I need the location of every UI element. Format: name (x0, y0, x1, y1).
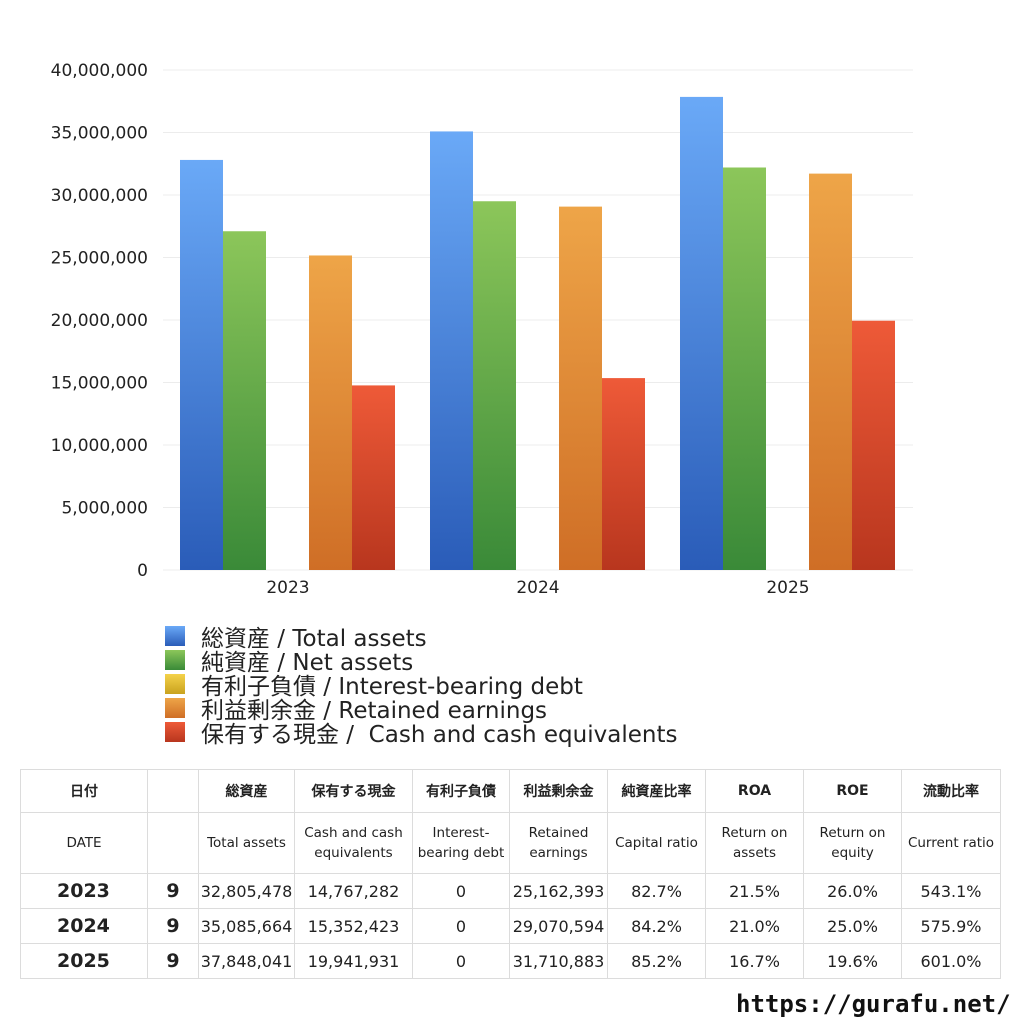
header-cell: DATE (20, 812, 148, 874)
header-cell: Return on equity (803, 812, 902, 874)
y-tick-label: 5,000,000 (61, 499, 148, 519)
header-cell: Interest-bearing debt (412, 812, 510, 874)
y-tick-label: 35,000,000 (51, 124, 148, 144)
legend-label: 有利子負債 / Interest-bearing debt (201, 674, 583, 700)
table-cell: 2024 (20, 908, 148, 944)
table-cell: 16.7% (705, 943, 804, 979)
table-cell: 84.2% (607, 908, 706, 944)
table-cell: 19.6% (803, 943, 902, 979)
table-cell: 31,710,883 (509, 943, 608, 979)
bar-2024-series-4 (602, 378, 645, 570)
bar-2025-series-0 (680, 96, 723, 571)
bar-2023-series-4 (352, 385, 395, 570)
bar-chart: 0 5,000,000 10,000,000 15,000,000 20,000,000… (51, 61, 913, 598)
table-cell: 21.5% (705, 873, 804, 909)
table-header-jp: 日付 総資産 保有する現金 有利子負債 利益剰余金 純資産比率 ROA ROE … (20, 769, 1001, 813)
table-cell: 9 (147, 943, 199, 979)
table-row: 2024 9 35,085,664 15,352,423 0 29,070,59… (20, 908, 1001, 944)
financial-table: 日付 総資産 保有する現金 有利子負債 利益剰余金 純資産比率 ROA ROE … (20, 769, 1001, 979)
header-cell: Total assets (198, 812, 295, 874)
y-tick-label: 20,000,000 (51, 311, 148, 331)
legend-item-net-assets: 純資産 / Net assets (165, 648, 677, 676)
x-tick-label: 2025 (766, 578, 809, 598)
table-cell: 82.7% (607, 873, 706, 909)
header-cell: 日付 (20, 769, 148, 813)
header-cell: 流動比率 (901, 769, 1001, 813)
header-cell: 有利子負債 (412, 769, 510, 813)
table-row: 2023 9 32,805,478 14,767,282 0 25,162,39… (20, 873, 1001, 909)
y-tick-label: 0 (137, 561, 148, 581)
y-tick-label: 30,000,000 (51, 186, 148, 206)
table-cell: 19,941,931 (294, 943, 413, 979)
bar-2025-series-3 (809, 173, 852, 571)
y-tick-label: 10,000,000 (51, 436, 148, 456)
table-cell: 37,848,041 (198, 943, 295, 979)
x-tick-label: 2024 (516, 578, 559, 598)
table-cell: 0 (412, 943, 510, 979)
legend-item-retained-earnings: 利益剰余金 / Retained earnings (165, 696, 677, 724)
x-tick-label: 2023 (266, 578, 309, 598)
table-cell: 601.0% (901, 943, 1001, 979)
y-tick-label: 15,000,000 (51, 374, 148, 394)
legend-item-total-assets: 総資産 / Total assets (165, 624, 677, 652)
table-header-en: DATE Total assets Cash and cash equivale… (20, 812, 1001, 874)
table-cell: 2023 (20, 873, 148, 909)
header-cell: ROA (705, 769, 804, 813)
y-tick-label: 25,000,000 (51, 249, 148, 269)
legend-swatch (165, 626, 185, 646)
legend-label: 純資産 / Net assets (201, 650, 414, 676)
legend-item-cash: 保有する現金 / Cash and cash equivalents (165, 720, 677, 748)
table-cell: 25,162,393 (509, 873, 608, 909)
table-cell: 9 (147, 873, 199, 909)
header-cell: Current ratio (901, 812, 1001, 874)
table-cell: 14,767,282 (294, 873, 413, 909)
header-cell: 保有する現金 (294, 769, 413, 813)
header-cell: 利益剰余金 (509, 769, 608, 813)
legend-item-interest-bearing-debt: 有利子負債 / Interest-bearing debt (165, 672, 677, 700)
bar-2024-series-0 (430, 131, 473, 570)
header-cell: 純資産比率 (607, 769, 706, 813)
legend-swatch (165, 650, 185, 670)
table-cell: 575.9% (901, 908, 1001, 944)
y-tick-label: 40,000,000 (51, 61, 148, 81)
table-cell: 15,352,423 (294, 908, 413, 944)
header-cell: Retained earnings (509, 812, 608, 874)
table-row: 2025 9 37,848,041 19,941,931 0 31,710,88… (20, 943, 1001, 979)
table-cell: 29,070,594 (509, 908, 608, 944)
legend-swatch (165, 674, 185, 694)
table-cell: 9 (147, 908, 199, 944)
table-cell: 26.0% (803, 873, 902, 909)
table-cell: 0 (412, 873, 510, 909)
table-cell: 2025 (20, 943, 148, 979)
header-cell: Cash and cash equivalents (294, 812, 413, 874)
chart-legend: 総資産 / Total assets 純資産 / Net assets 有利子負… (165, 624, 677, 748)
table-cell: 85.2% (607, 943, 706, 979)
table-cell: 35,085,664 (198, 908, 295, 944)
bar-2024-series-3 (559, 206, 602, 571)
bar-2023-series-1 (223, 231, 266, 570)
header-cell: ROE (803, 769, 902, 813)
legend-label: 保有する現金 / Cash and cash equivalents (201, 722, 678, 748)
header-cell (147, 769, 199, 813)
table-cell: 32,805,478 (198, 873, 295, 909)
legend-swatch (165, 698, 185, 718)
table-cell: 25.0% (803, 908, 902, 944)
bar-2023-series-3 (309, 255, 352, 570)
header-cell: 総資産 (198, 769, 295, 813)
header-cell (147, 812, 199, 874)
table-cell: 543.1% (901, 873, 1001, 909)
header-cell: Capital ratio (607, 812, 706, 874)
bar-2025-series-1 (723, 167, 766, 570)
legend-swatch (165, 722, 185, 742)
table-cell: 21.0% (705, 908, 804, 944)
legend-label: 総資産 / Total assets (201, 626, 427, 652)
table-cell: 0 (412, 908, 510, 944)
bar-2023-series-0 (180, 159, 223, 570)
site-url: https://gurafu.net/ (736, 990, 1011, 1018)
header-cell: Return on assets (705, 812, 804, 874)
legend-label: 利益剰余金 / Retained earnings (201, 698, 548, 724)
bar-2025-series-4 (852, 320, 895, 570)
bar-2024-series-1 (473, 201, 516, 570)
